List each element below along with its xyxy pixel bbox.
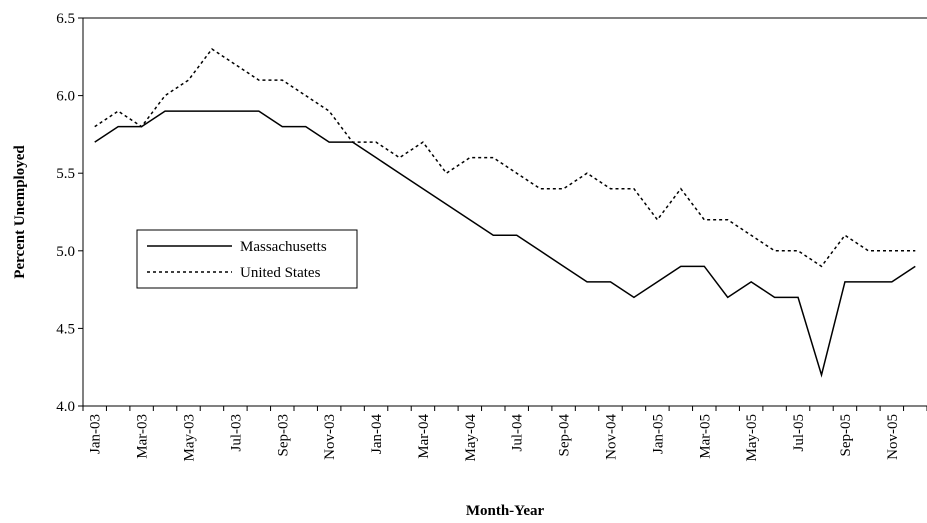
line-series bbox=[94, 110, 916, 378]
x-tick-label: Jan-03 bbox=[88, 414, 104, 454]
x-axis-title: Month-Year bbox=[466, 503, 545, 519]
x-tick-label: Sep-03 bbox=[275, 414, 291, 457]
legend-box bbox=[136, 229, 358, 289]
y-tick-label: 5.5 bbox=[56, 166, 75, 182]
x-tick-label: Nov-04 bbox=[604, 414, 620, 460]
legend-label: Massachusetts bbox=[240, 239, 327, 255]
x-tick-label: Nov-05 bbox=[885, 414, 901, 460]
x-tick-label: Jan-05 bbox=[650, 414, 666, 454]
y-tick-label: 5.0 bbox=[56, 244, 75, 260]
x-tick-label: Sep-05 bbox=[838, 414, 854, 457]
x-tick-label: Jul-05 bbox=[791, 414, 807, 452]
y-axis-title: Percent Unemployed bbox=[12, 145, 28, 279]
y-tick-label: 4.0 bbox=[56, 399, 75, 415]
x-tick-label: Mar-04 bbox=[416, 414, 432, 459]
line-series bbox=[94, 48, 916, 268]
x-tick-label: Nov-03 bbox=[322, 414, 338, 460]
x-tick-label: May-04 bbox=[463, 414, 479, 462]
x-tick-label: Jan-04 bbox=[369, 414, 385, 454]
x-tick-label: Sep-04 bbox=[557, 414, 573, 457]
x-tick-label: May-05 bbox=[744, 414, 760, 462]
y-tick-label: 6.5 bbox=[56, 11, 75, 27]
y-tick-label: 4.5 bbox=[56, 321, 75, 337]
x-tick-label: May-03 bbox=[182, 414, 198, 462]
legend-label: United States bbox=[240, 265, 321, 281]
y-tick-label: 6.0 bbox=[56, 89, 75, 105]
x-tick-label: Jul-03 bbox=[228, 414, 244, 452]
x-tick-label: Mar-03 bbox=[135, 414, 151, 459]
x-tick-label: Mar-05 bbox=[697, 414, 713, 459]
x-tick-label: Jul-04 bbox=[510, 414, 526, 452]
